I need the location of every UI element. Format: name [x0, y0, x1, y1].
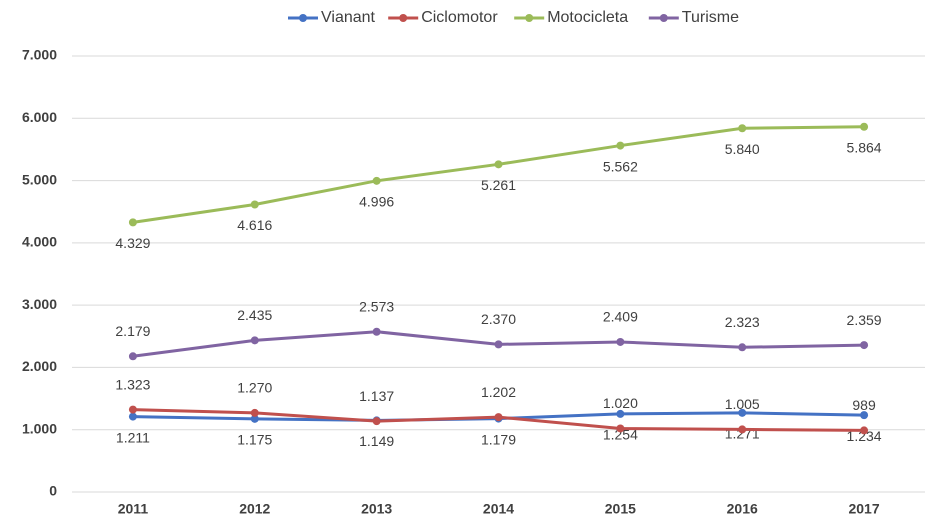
- x-tick-label: 2011: [118, 501, 149, 517]
- data-point: [616, 337, 625, 346]
- legend-label: Motocicleta: [547, 9, 628, 26]
- y-tick-label: 6.000: [22, 109, 57, 125]
- data-label: 1.149: [359, 433, 394, 449]
- x-tick-label: 2017: [848, 501, 879, 517]
- x-tick-label: 2013: [361, 501, 392, 517]
- y-tick-label: 3.000: [22, 296, 57, 312]
- data-label: 5.864: [847, 139, 882, 155]
- data-label: 4.996: [359, 194, 394, 210]
- data-point: [616, 141, 625, 150]
- y-tick-label: 0: [49, 483, 57, 499]
- data-point: [128, 352, 137, 361]
- data-point: [250, 408, 259, 417]
- legend-marker: [299, 14, 307, 22]
- x-tick-label: 2012: [239, 501, 270, 517]
- data-label: 5.840: [725, 141, 760, 157]
- x-tick-label: 2015: [605, 501, 636, 517]
- data-label: 2.409: [603, 309, 638, 325]
- data-label: 1.254: [603, 427, 638, 443]
- data-point: [372, 327, 381, 336]
- data-point: [738, 408, 747, 417]
- data-label: 1.323: [115, 376, 150, 392]
- data-label: 1.270: [237, 380, 272, 396]
- data-point: [494, 160, 503, 169]
- legend-marker: [525, 14, 534, 22]
- data-point: [860, 341, 869, 350]
- y-tick-label: 2.000: [22, 358, 57, 374]
- data-point: [372, 417, 381, 426]
- data-point: [250, 336, 259, 345]
- data-point: [494, 340, 503, 349]
- data-label: 989: [852, 397, 876, 413]
- data-point: [616, 424, 625, 433]
- x-tick-label: 2016: [727, 501, 758, 517]
- data-label: 1.179: [481, 431, 516, 447]
- data-point: [128, 218, 137, 227]
- data-label: 2.359: [847, 312, 882, 328]
- data-point: [372, 176, 381, 185]
- data-label: 1.137: [359, 388, 394, 404]
- data-label: 2.179: [115, 323, 150, 339]
- data-label: 1.005: [725, 396, 760, 412]
- data-point: [616, 409, 625, 418]
- legend-marker: [659, 14, 668, 22]
- legend-marker: [399, 14, 408, 22]
- data-label: 4.616: [237, 217, 272, 233]
- data-point: [250, 200, 259, 209]
- data-label: 1.175: [237, 432, 272, 448]
- x-tick-label: 2014: [483, 501, 514, 517]
- data-label: 1.234: [847, 428, 882, 444]
- data-label: 2.370: [481, 311, 516, 327]
- data-label: 1.202: [481, 384, 516, 400]
- y-tick-label: 4.000: [22, 234, 57, 250]
- data-label: 4.329: [115, 235, 150, 251]
- data-point: [860, 426, 869, 435]
- data-point: [738, 425, 747, 434]
- y-tick-label: 1.000: [22, 420, 57, 436]
- legend-label: Vianant: [321, 9, 376, 26]
- data-label: 2.323: [725, 314, 760, 330]
- y-tick-label: 7.000: [22, 47, 57, 63]
- legend-label: Turisme: [682, 9, 739, 26]
- data-label: 1.020: [603, 395, 638, 411]
- data-label: 5.562: [603, 158, 638, 174]
- data-label: 2.435: [237, 307, 272, 323]
- legend-label: Ciclomotor: [421, 9, 498, 26]
- data-label: 1.211: [116, 429, 150, 445]
- data-point: [128, 405, 137, 414]
- data-point: [860, 411, 869, 420]
- data-point: [494, 413, 503, 422]
- data-point: [250, 414, 259, 423]
- data-point: [738, 124, 747, 133]
- y-tick-label: 5.000: [22, 171, 57, 187]
- data-point: [128, 412, 137, 421]
- data-point: [860, 122, 869, 131]
- data-label: 2.573: [359, 298, 394, 314]
- data-point: [738, 343, 747, 352]
- data-label: 5.261: [481, 177, 516, 193]
